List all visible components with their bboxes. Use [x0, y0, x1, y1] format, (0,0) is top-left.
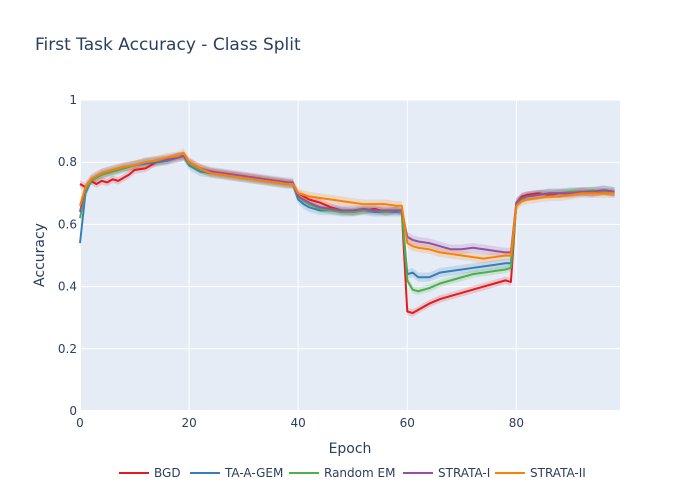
legend-label: STRATA-I	[438, 466, 490, 480]
legend-item[interactable]: Random EM	[289, 466, 395, 480]
series-band	[80, 152, 615, 317]
y-tick-label: 0.2	[58, 342, 77, 356]
legend[interactable]: BGD TA-A-GEM Random EM STRATA-I STRATA-II	[119, 466, 586, 480]
x-tick-label: 0	[76, 416, 84, 430]
series-line	[79, 151, 615, 260]
legend-item[interactable]: STRATA-I	[403, 466, 490, 480]
x-tick-label: 20	[181, 416, 196, 430]
x-axis-ticks: 0 20 40 60 80	[76, 416, 524, 430]
y-tick-label: 0.8	[58, 155, 77, 169]
gridlines	[79, 99, 620, 412]
series-band	[80, 151, 615, 282]
legend-label: TA-A-GEM	[224, 466, 283, 480]
y-axis-title: Accuracy	[32, 223, 48, 287]
plot-area	[80, 100, 620, 411]
x-tick-label: 60	[400, 416, 415, 430]
legend-label: BGD	[154, 466, 181, 480]
series-band	[80, 151, 615, 258]
y-tick-label: 0.4	[58, 280, 77, 294]
legend-label: Random EM	[324, 466, 395, 480]
x-axis-title: Epoch	[329, 441, 372, 457]
y-tick-label: 0.6	[58, 217, 77, 231]
y-tick-label: 1	[69, 93, 77, 107]
legend-item[interactable]: STRATA-II	[495, 466, 586, 480]
legend-item[interactable]: TA-A-GEM	[190, 466, 283, 480]
chart-title: First Task Accuracy - Class Split	[35, 35, 301, 55]
series-lines	[79, 151, 615, 315]
x-tick-label: 40	[291, 416, 306, 430]
x-tick-label: 80	[509, 416, 524, 430]
legend-label: STRATA-II	[530, 466, 586, 480]
legend-item[interactable]: BGD	[119, 466, 181, 480]
series-band	[80, 148, 615, 264]
y-axis-ticks: 0 0.2 0.4 0.6 0.8 1	[58, 93, 77, 418]
y-tick-label: 0	[69, 404, 77, 418]
